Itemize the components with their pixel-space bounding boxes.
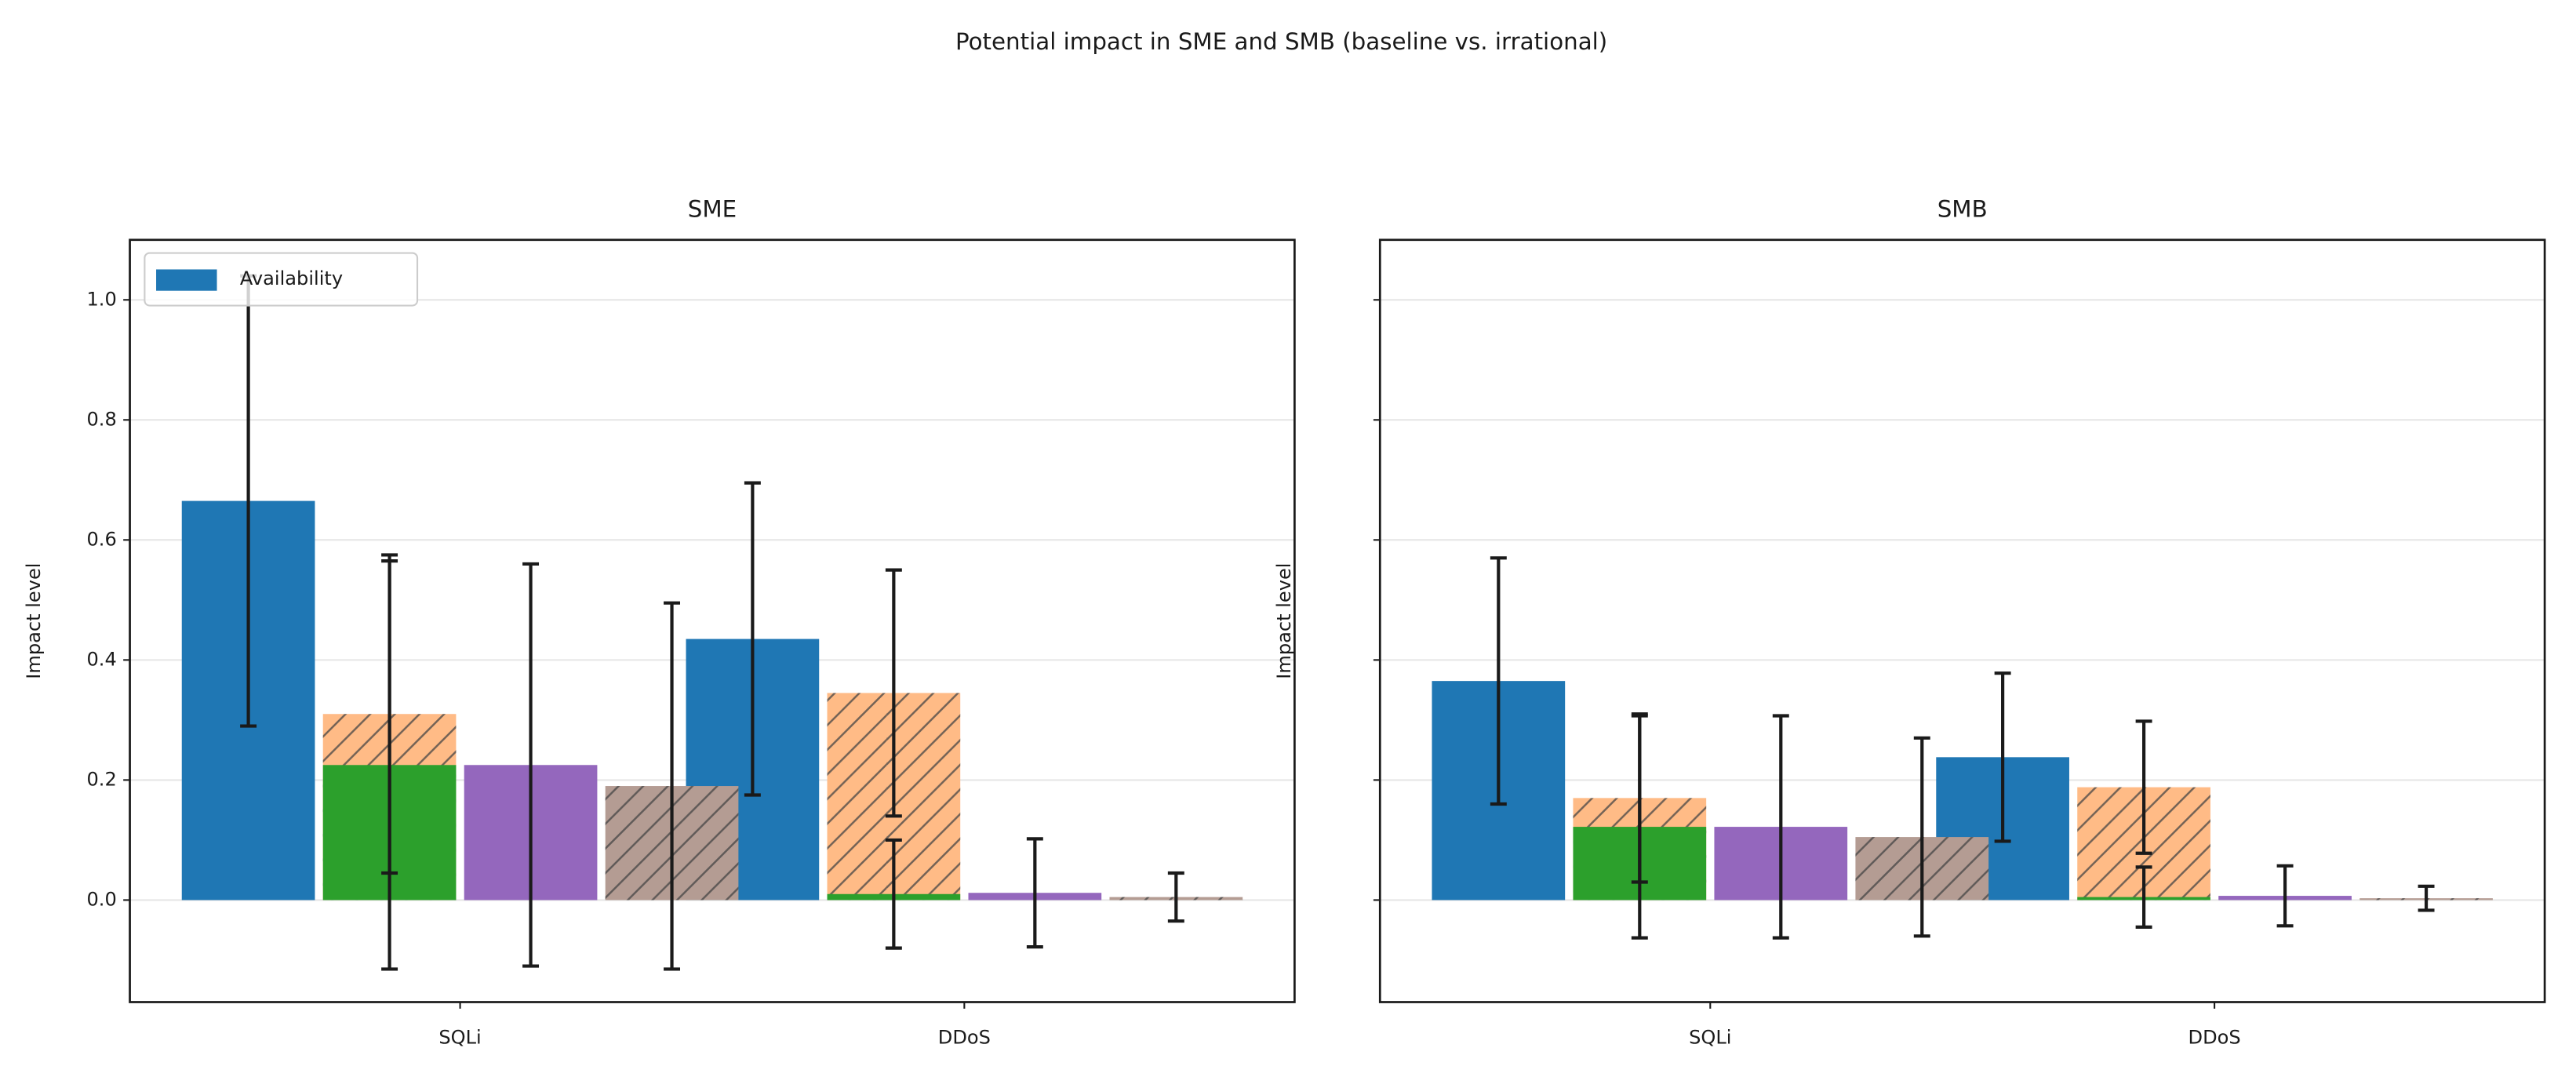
legend-swatch [156,269,217,291]
error-bar [2418,884,2435,912]
error-bar [1994,671,2011,843]
error-bar [522,562,540,968]
error-bar [1772,714,1789,940]
axes-frame [129,238,1296,1003]
y-axis-label: Impact level [23,563,45,679]
x-tick-label: SQLi [438,1027,481,1049]
y-tick-label: 0.2 [86,768,116,790]
panel-title: SMB [1937,196,1988,223]
error-bar [1026,837,1043,949]
axes-frame [1378,238,2546,1003]
error-bar [744,481,761,797]
error-bar [2135,719,2152,855]
error-bar [1167,871,1184,923]
figure-title: Potential impact in SME and SMB (baselin… [955,28,1607,55]
plot-area [1432,556,2493,940]
error-bar [885,568,902,818]
y-tick-label: 1.0 [86,288,116,310]
error-bar [664,601,681,971]
panel-title: SME [688,196,737,223]
error-bar [1631,714,1648,940]
x-tick-label: DDoS [2189,1027,2241,1049]
legend-box [144,252,419,307]
plot-area [181,274,1243,971]
error-bar [2135,865,2152,929]
error-bar [1913,736,1930,938]
y-tick-label: 0.6 [86,528,116,550]
legend-label: Availability [240,267,343,289]
error-bar [2276,864,2294,928]
error-bar [885,838,902,950]
x-tick-label: SQLi [1689,1027,1731,1049]
y-tick-label: 0.0 [86,888,116,910]
y-axis-label: Impact level [1273,563,1295,679]
y-tick-label: 0.8 [86,408,116,430]
error-bar [381,559,398,971]
y-tick-label: 0.4 [86,648,116,670]
error-bar [1490,556,1507,806]
x-tick-label: DDoS [938,1027,991,1049]
